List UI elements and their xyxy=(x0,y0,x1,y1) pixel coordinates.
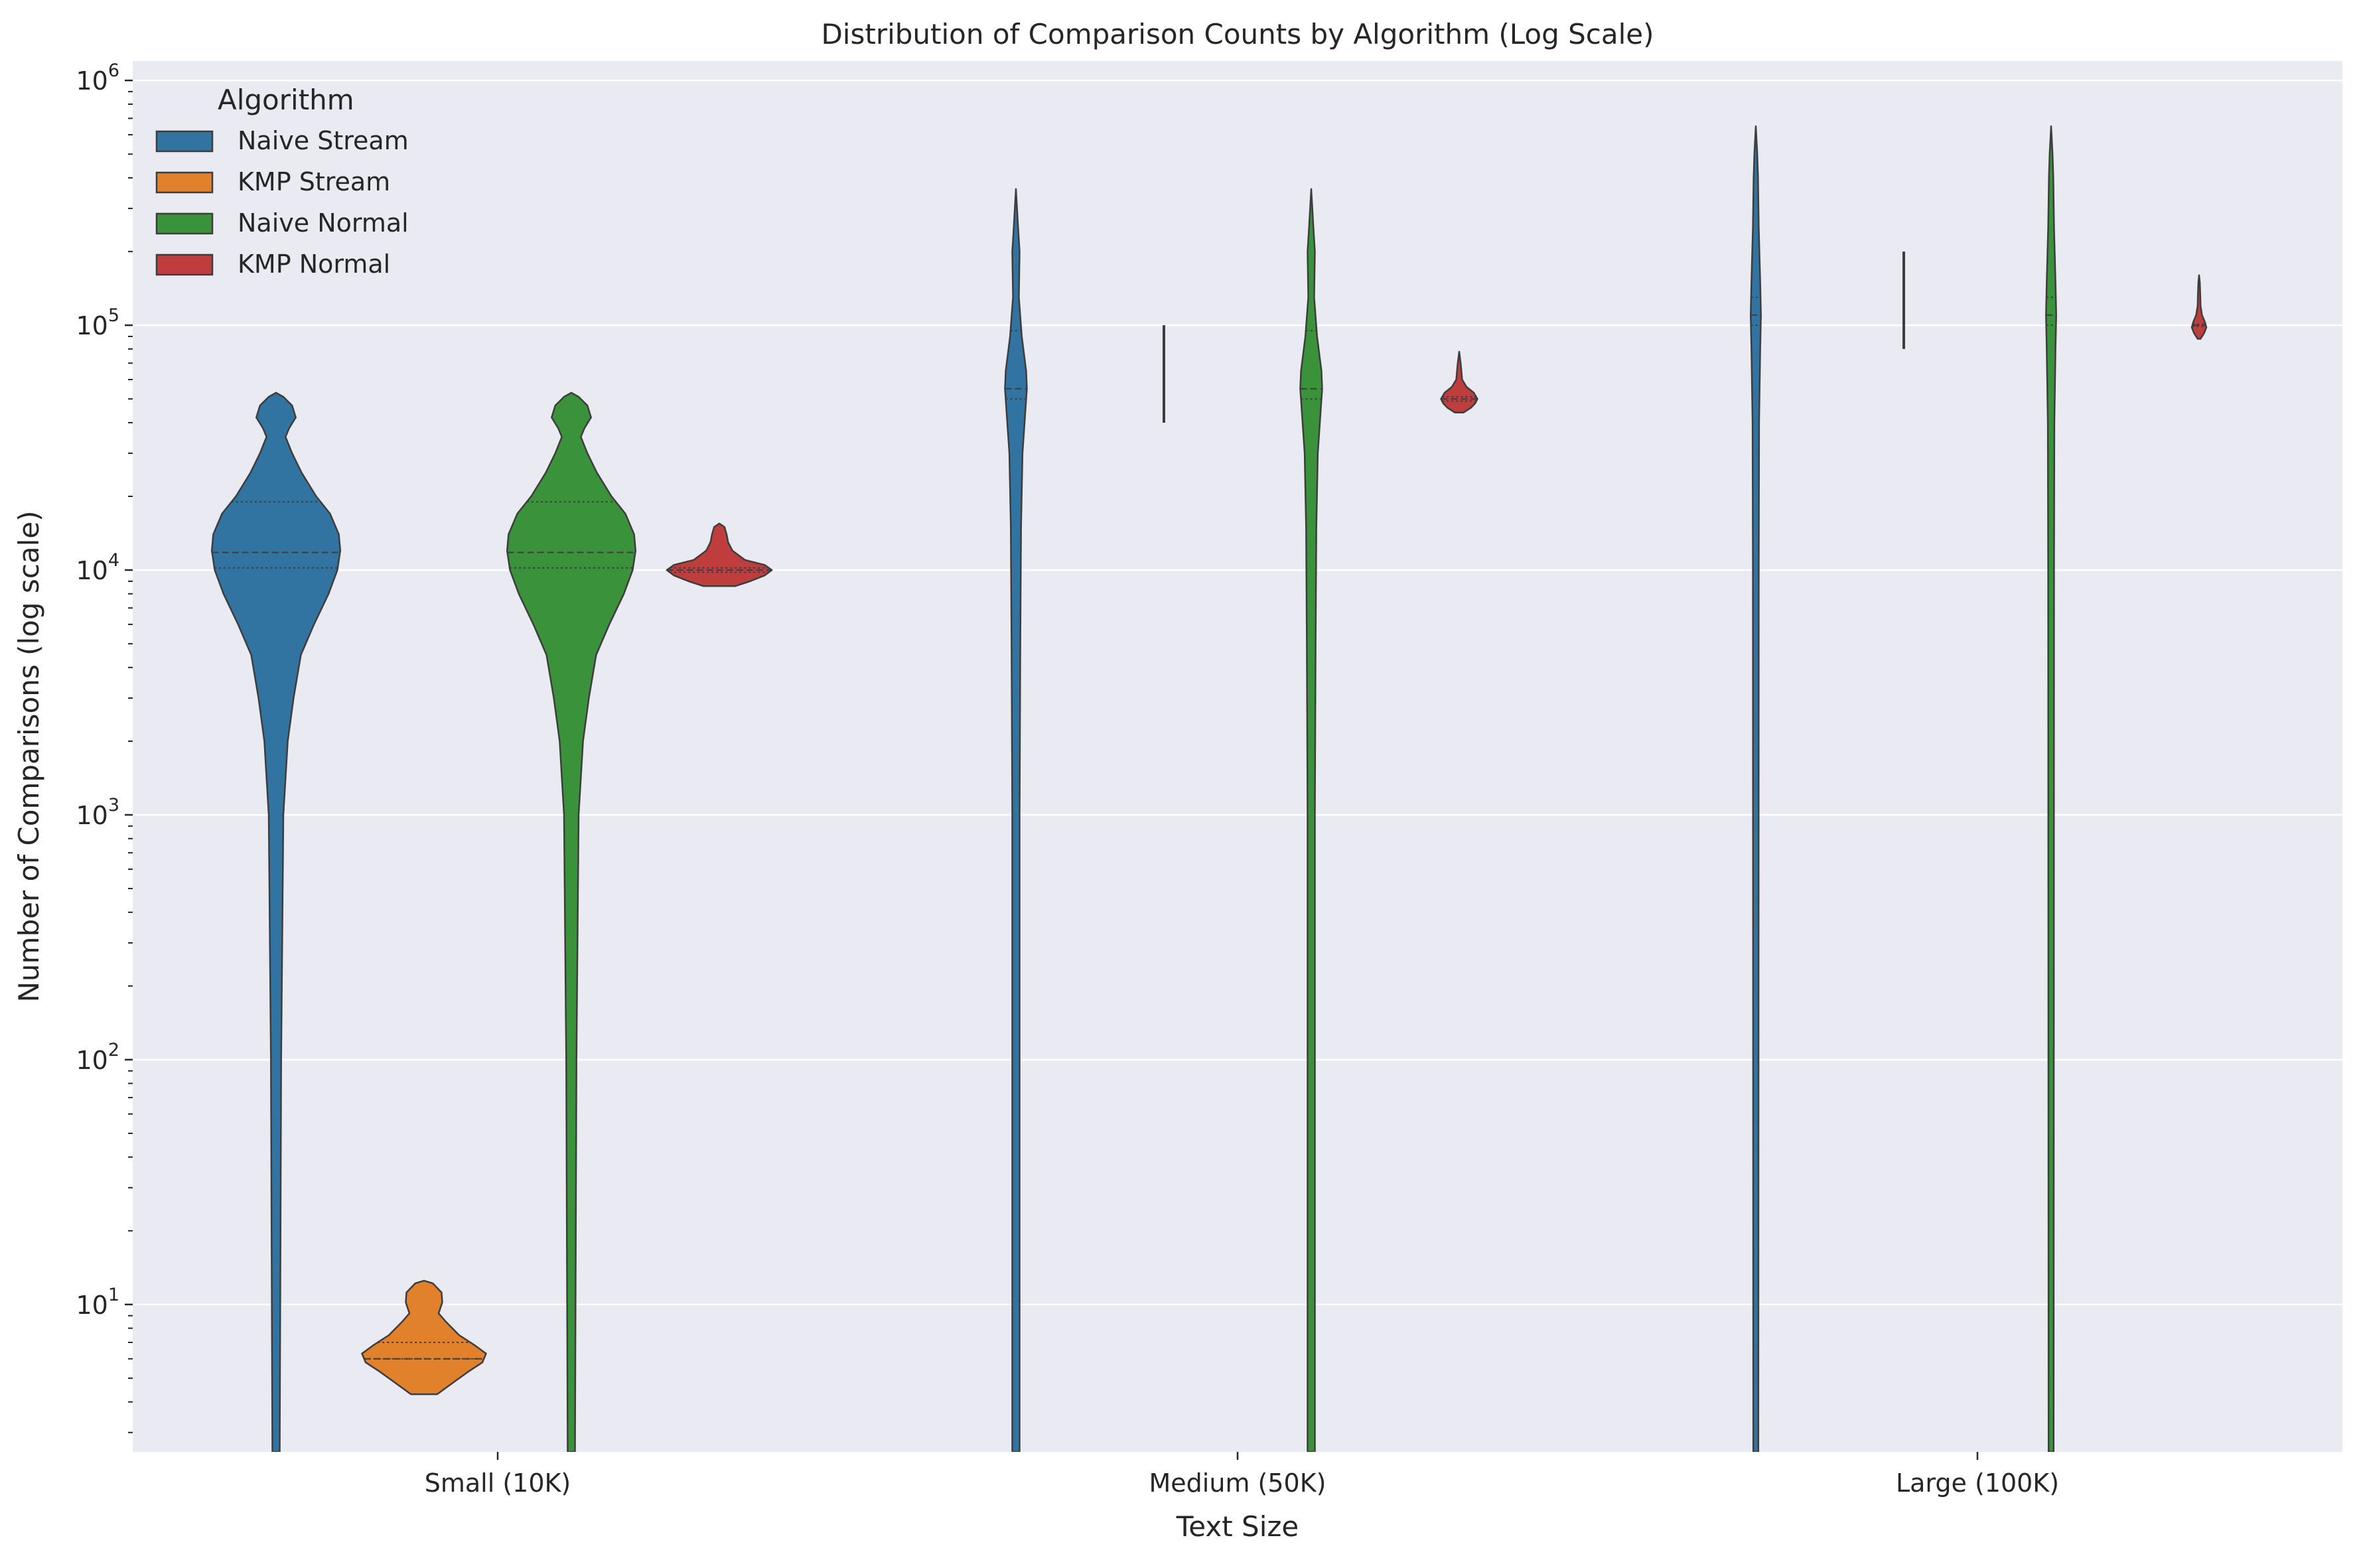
y-tick-exponent: 6 xyxy=(108,60,119,81)
violin-naive-normal-2 xyxy=(2045,125,2057,1452)
legend-label-kmp-stream: KMP Stream xyxy=(238,167,390,196)
x-axis-ticks: Small (10K) Medium (50K) Large (100K) xyxy=(425,1452,2059,1498)
y-axis-label: Number of Comparisons (log scale) xyxy=(13,511,45,1003)
legend-swatch-kmp-normal xyxy=(155,253,214,276)
violin-naive-normal-0 xyxy=(506,392,637,1452)
violins xyxy=(210,125,2208,1452)
y-tick-label-5: 106 xyxy=(76,60,119,96)
y-tick-base: 10 xyxy=(76,66,107,96)
y-tick-exponent: 2 xyxy=(108,1040,119,1060)
y-tick-base: 10 xyxy=(76,556,107,585)
y-tick-base: 10 xyxy=(76,1046,107,1075)
legend-title: Algorithm xyxy=(218,84,354,116)
legend-label-kmp-normal: KMP Normal xyxy=(238,249,390,279)
x-tick-label-2: Large (100K) xyxy=(1896,1468,2059,1498)
y-tick-label-0: 101 xyxy=(76,1285,119,1320)
legend-label-naive-normal: Naive Normal xyxy=(238,208,409,238)
chart-title: Distribution of Comparison Counts by Alg… xyxy=(821,18,1654,50)
violin-kmp-stream-0 xyxy=(361,1279,487,1395)
y-tick-base: 10 xyxy=(76,311,107,340)
x-tick-label-1: Medium (50K) xyxy=(1149,1468,1326,1498)
legend-swatch-naive-stream xyxy=(155,130,214,153)
x-axis-label: Text Size xyxy=(1176,1510,1299,1543)
x-tick-label-0: Small (10K) xyxy=(425,1468,571,1498)
legend-swatch-kmp-stream xyxy=(155,171,214,194)
y-tick-exponent: 3 xyxy=(108,795,119,816)
y-tick-label-2: 103 xyxy=(76,795,119,830)
violin-kmp-normal-1 xyxy=(1440,350,1478,413)
violin-naive-stream-2 xyxy=(1750,125,1762,1452)
y-tick-label-4: 105 xyxy=(76,305,119,340)
grid-lines xyxy=(133,79,2342,1306)
y-tick-exponent: 5 xyxy=(108,305,119,326)
y-tick-exponent: 1 xyxy=(108,1285,119,1305)
y-tick-label-1: 102 xyxy=(76,1040,119,1075)
legend: Algorithm Naive Stream KMP Stream Naive No… xyxy=(155,84,409,279)
y-tick-exponent: 4 xyxy=(108,550,119,571)
y-tick-label-3: 104 xyxy=(76,550,119,585)
y-tick-base: 10 xyxy=(76,801,107,830)
legend-label-naive-stream: Naive Stream xyxy=(238,126,409,155)
violin-kmp-normal-2 xyxy=(2190,274,2208,340)
legend-swatch-naive-normal xyxy=(155,212,214,235)
violin-naive-stream-0 xyxy=(210,392,342,1452)
violin-naive-normal-1 xyxy=(1299,188,1323,1452)
y-tick-base: 10 xyxy=(76,1291,107,1320)
plot-area xyxy=(133,61,2342,1452)
violin-naive-stream-1 xyxy=(1004,188,1028,1452)
